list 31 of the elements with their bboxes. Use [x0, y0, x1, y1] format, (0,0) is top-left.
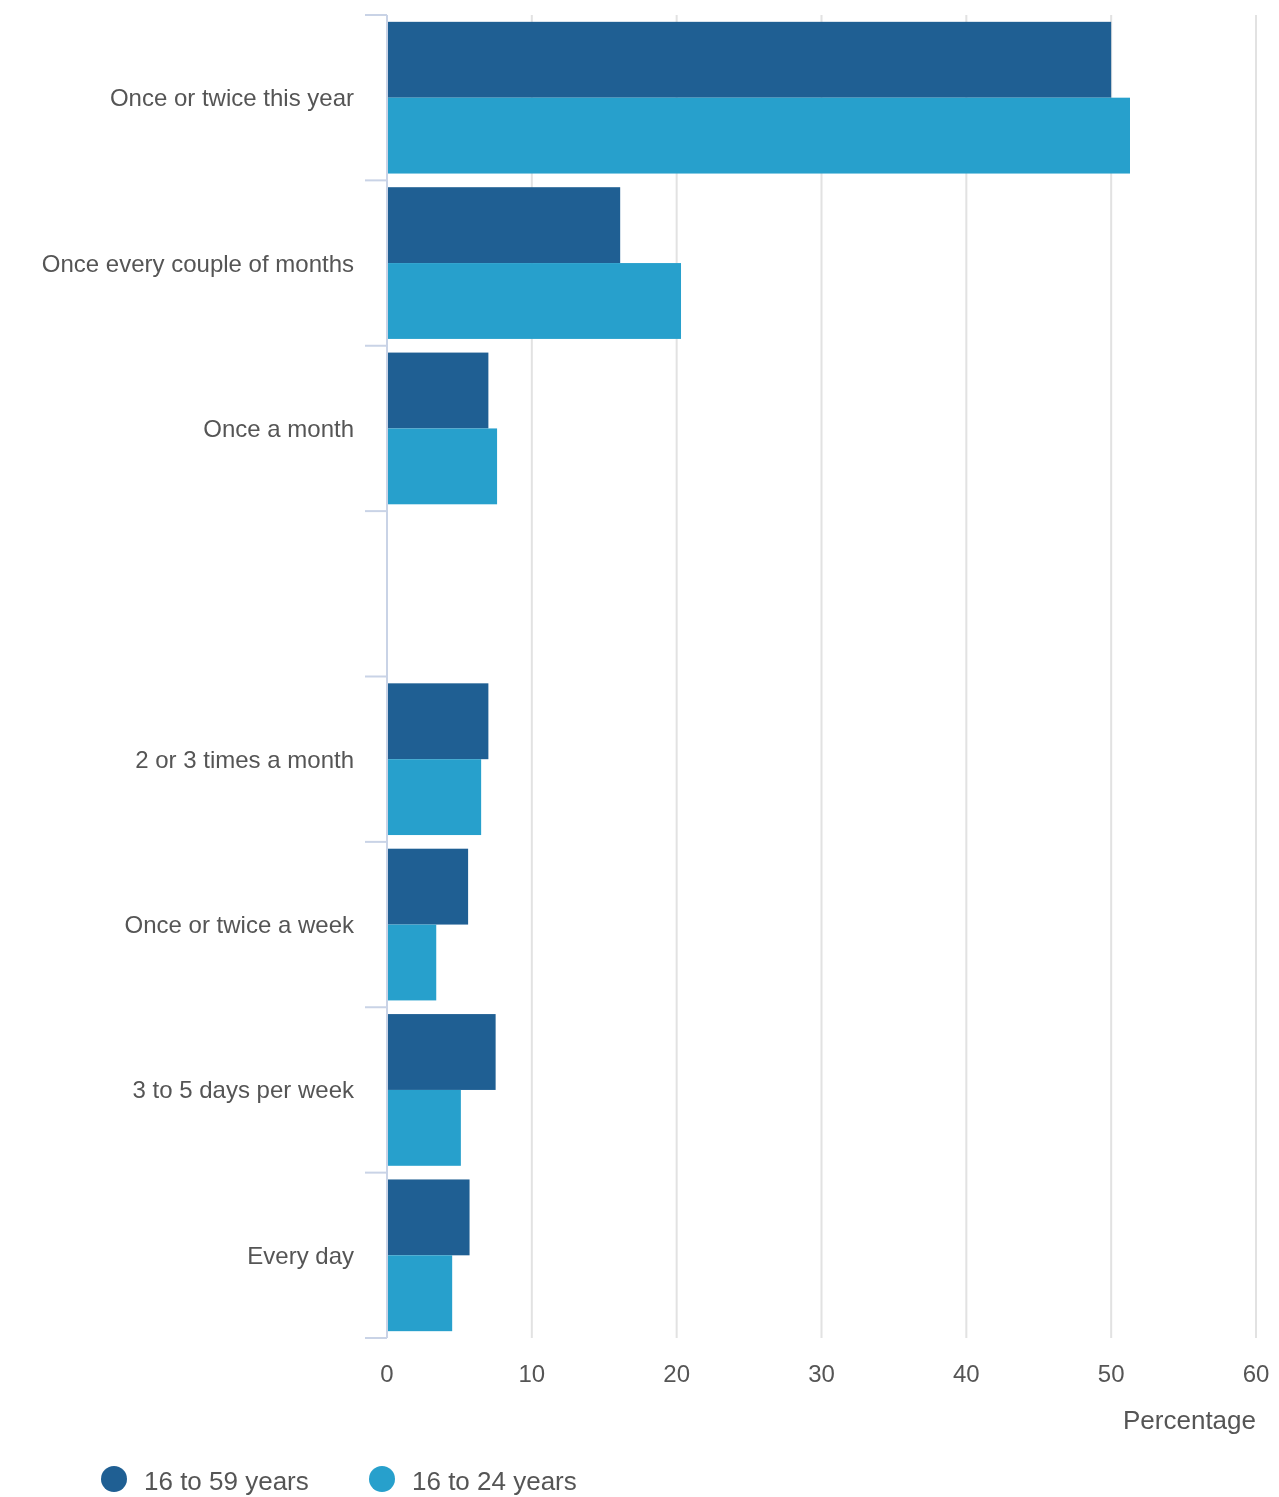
bar [387, 97, 1130, 174]
bar [387, 21, 1112, 98]
bar [387, 428, 498, 505]
bar [387, 1014, 496, 1090]
y-tick-label: Every day [247, 1241, 354, 1269]
x-axis-title: Percentage [1123, 1405, 1256, 1435]
x-tick-label: 30 [808, 1360, 835, 1387]
y-tick-label: Once or twice this year [109, 84, 354, 112]
bar [387, 352, 489, 429]
bar [387, 263, 682, 339]
bar [387, 1089, 461, 1166]
bar [387, 683, 489, 760]
y-tick-label: Once a month [203, 414, 354, 442]
legend-label: 16 to 59 years [144, 1466, 309, 1496]
bar [387, 848, 469, 925]
x-tick-label: 20 [663, 1360, 691, 1387]
x-tick-label: 50 [1097, 1360, 1125, 1387]
bar [387, 1255, 453, 1332]
x-tick-label: 40 [952, 1360, 980, 1387]
x-tick-label: 10 [518, 1360, 546, 1387]
y-tick-label: Once every couple of months [41, 249, 354, 277]
bar [387, 187, 621, 264]
bar [387, 1179, 470, 1256]
y-tick-label: 2 or 3 times a month [135, 745, 354, 773]
bar [387, 759, 482, 836]
x-tick-label: 60 [1242, 1360, 1270, 1387]
y-tick-label: 3 to 5 days per week [132, 1076, 355, 1104]
legend-label: 16 to 24 years [412, 1466, 577, 1496]
y-tick-label: Once or twice a week [124, 911, 355, 939]
bar [387, 924, 437, 1001]
x-tick-label: 0 [380, 1360, 394, 1387]
